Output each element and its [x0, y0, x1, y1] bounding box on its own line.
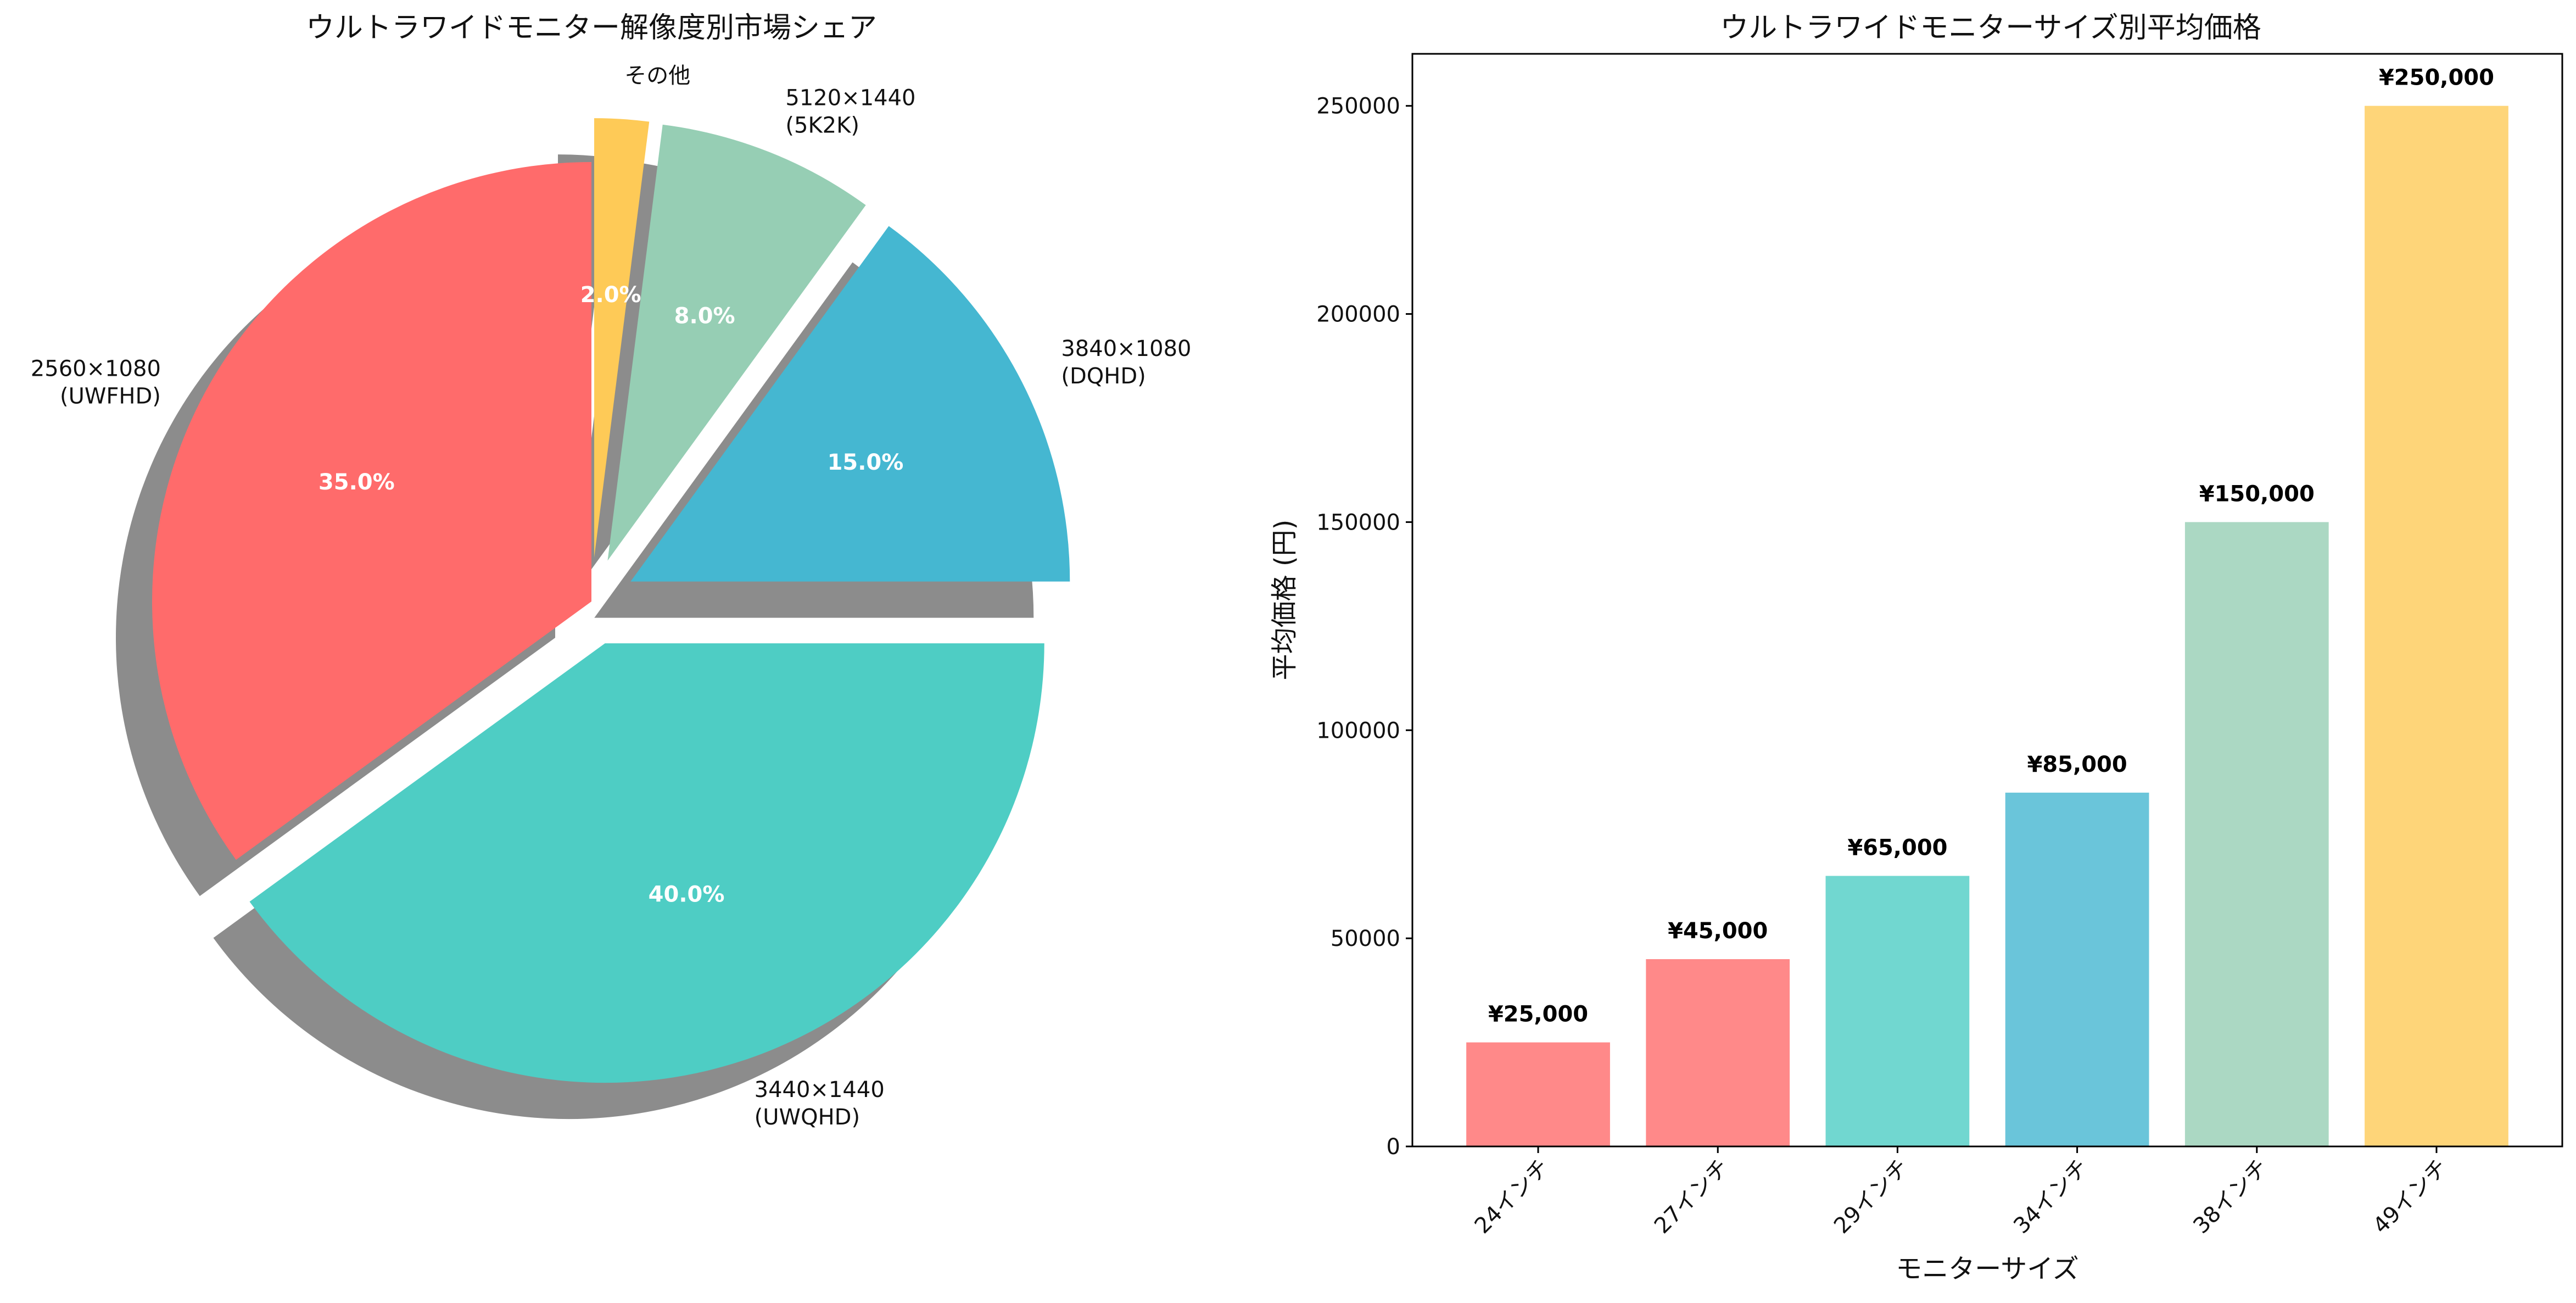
- pie-pct-label-other: 2.0%: [580, 282, 641, 308]
- bar-value-label-2: ¥45,000: [1668, 918, 1768, 944]
- plot-frame: [1411, 53, 2563, 1148]
- bar-value-labels: ¥25,000 ¥45,000 ¥65,000 ¥85,000 ¥150,000 ¥250…: [1488, 65, 2494, 1027]
- y-tick-label: 250000: [1316, 94, 1400, 119]
- x-tick-label: 29インチ: [1829, 1155, 1913, 1239]
- pie-slices: [152, 118, 1070, 1083]
- pie-category-label-other: その他: [624, 63, 690, 88]
- y-tick-label: 0: [1387, 1134, 1400, 1160]
- pie-chart: ウルトラワイドモニター解像度別市場シェア 15.0% 3840×1080 (DQHD…: [31, 12, 1192, 1130]
- bar-5: [2184, 522, 2329, 1146]
- x-tick-label: 34インチ: [2009, 1155, 2093, 1239]
- bar-1: [1466, 1042, 1610, 1146]
- x-tick-label: 24インチ: [1470, 1155, 1554, 1239]
- pie-labels: 15.0% 3840×1080 (DQHD) 8.0% 5120×1440 (5K2K) 2…: [31, 63, 1192, 1130]
- bar-2: [1646, 959, 1790, 1146]
- pie-chart-title: ウルトラワイドモニター解像度別市場シェア: [306, 12, 877, 44]
- bar-3: [1825, 876, 1970, 1146]
- pie-slice-3440-1440: [249, 643, 1044, 1083]
- bar-value-label-3: ¥65,000: [1847, 835, 1947, 860]
- bar-value-label-1: ¥25,000: [1488, 1002, 1588, 1027]
- bar-value-label-5: ¥150,000: [2199, 481, 2315, 506]
- pie-category-label-5120-1440: 5120×1440 (5K2K): [785, 85, 915, 138]
- x-tick-label: 49インチ: [2368, 1155, 2452, 1239]
- bar-value-label-4: ¥85,000: [2027, 752, 2127, 777]
- pie-pct-label-3440-1440: 40.0%: [649, 882, 725, 907]
- pie-category-label-3440-1440: 3440×1440 (UWQHD): [755, 1077, 885, 1130]
- bar-value-label-6: ¥250,000: [2379, 65, 2494, 91]
- bar-series: [1466, 105, 2508, 1147]
- bar-chart-title: ウルトラワイドモニターサイズ別平均価格: [1720, 12, 2261, 44]
- y-axis-ticks: 0 50000 100000 150000 200000 250000: [1316, 94, 1412, 1160]
- y-tick-label: 200000: [1316, 302, 1400, 327]
- pie-category-label-2560-1080: 2560×1080 (UWFHD): [31, 356, 161, 409]
- y-axis-label: 平均価格 (円): [1269, 520, 1300, 681]
- y-tick-label: 150000: [1316, 510, 1400, 535]
- pie-slice-2560-1080: [152, 162, 591, 860]
- pie-pct-label-5120-1440: 8.0%: [674, 303, 735, 328]
- pie-slice-5120-1440: [607, 124, 866, 561]
- pie-pct-label-2560-1080: 35.0%: [318, 470, 395, 495]
- bar-4: [2005, 792, 2149, 1146]
- bar-6: [2365, 105, 2508, 1147]
- pie-category-label-3840-1080: 3840×1080 (DQHD): [1061, 336, 1191, 389]
- x-axis-label: モニターサイズ: [1896, 1254, 2079, 1284]
- x-tick-label: 38インチ: [2188, 1155, 2272, 1239]
- x-axis-ticks: 24インチ 27インチ 29インチ 34インチ 38インチ 49インチ: [1470, 1146, 2452, 1239]
- y-tick-label: 50000: [1331, 926, 1400, 951]
- pie-pct-label-3840-1080: 15.0%: [828, 450, 904, 475]
- x-tick-label: 27インチ: [1650, 1155, 1734, 1239]
- pie-slice-other: [594, 118, 650, 558]
- y-tick-label: 100000: [1316, 718, 1400, 743]
- bar-chart: ウルトラワイドモニターサイズ別平均価格 ¥25,000 ¥45,000 ¥65,00…: [1269, 12, 2563, 1284]
- pie-slice-3840-1080: [630, 226, 1070, 582]
